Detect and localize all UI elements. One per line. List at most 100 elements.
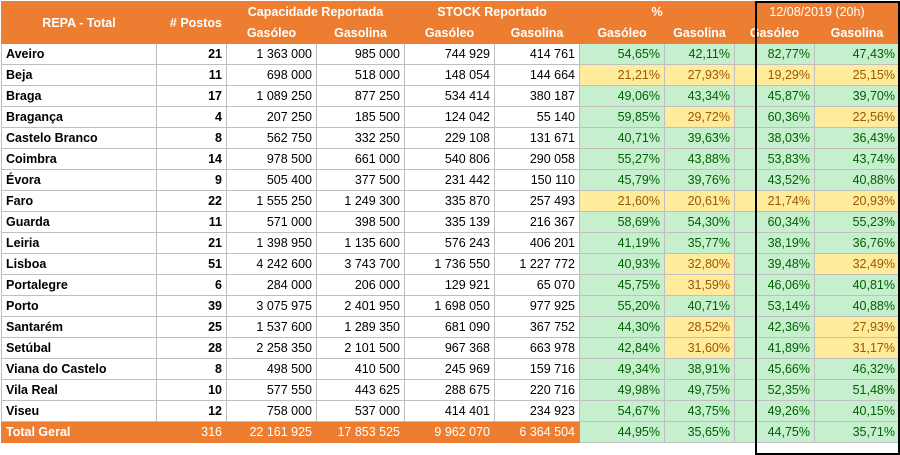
table-row: Porto 39 3 075 975 2 401 950 1 698 050 977 92… <box>1 295 900 317</box>
total-stock-gasoleo-cell: 9 962 070 <box>404 421 495 443</box>
pct-gasolina-cell: 32,80% <box>664 253 735 275</box>
stock-gasoleo-cell: 335 870 <box>404 190 495 212</box>
district-name-cell: Beja <box>1 64 157 86</box>
pct-gasolina-cell: 27,93% <box>664 64 735 86</box>
cap-gasoleo-cell: 207 250 <box>226 106 317 128</box>
stock-gasolina-cell: 144 664 <box>494 64 580 86</box>
pct-gasolina-cell: 54,30% <box>664 211 735 233</box>
stock-gasolina-cell: 414 761 <box>494 43 580 65</box>
stock-gasoleo-cell: 288 675 <box>404 379 495 401</box>
date-pct-gasoleo-cell: 19,29% <box>734 64 815 86</box>
date-pct-gasolina-cell: 40,81% <box>814 274 900 296</box>
pct-gasoleo-cell: 45,79% <box>579 169 665 191</box>
stock-gasolina-cell: 1 227 772 <box>494 253 580 275</box>
cap-gasoleo-cell: 1 363 000 <box>226 43 317 65</box>
stock-gasoleo-cell: 124 042 <box>404 106 495 128</box>
cap-gasoleo-cell: 1 089 250 <box>226 85 317 107</box>
stock-gasolina-cell: 234 923 <box>494 400 580 422</box>
cap-gasolina-cell: 1 135 600 <box>316 232 405 254</box>
district-name-cell: Braga <box>1 85 157 107</box>
pct-gasoleo-cell: 41,19% <box>579 232 665 254</box>
date-pct-gasoleo-cell: 46,06% <box>734 274 815 296</box>
pct-gasoleo-cell: 49,34% <box>579 358 665 380</box>
pct-gasolina-cell: 49,75% <box>664 379 735 401</box>
cap-gasolina-cell: 537 000 <box>316 400 405 422</box>
table-row: Castelo Branco 8 562 750 332 250 229 108 131 … <box>1 127 900 149</box>
stock-gasolina-cell: 290 058 <box>494 148 580 170</box>
pct-gasoleo-cell: 49,98% <box>579 379 665 401</box>
cap-gasolina-cell: 206 000 <box>316 274 405 296</box>
date-pct-gasolina-cell: 36,43% <box>814 127 900 149</box>
cap-gasoleo-cell: 2 258 350 <box>226 337 317 359</box>
date-pct-gasolina-cell: 51,48% <box>814 379 900 401</box>
stock-gasolina-cell: 55 140 <box>494 106 580 128</box>
cap-gasolina-cell: 1 289 350 <box>316 316 405 338</box>
table-row: Vila Real 10 577 550 443 625 288 675 220 716 4… <box>1 379 900 401</box>
pct-gasoleo-header: Gasóleo <box>579 22 665 44</box>
date-pct-gasolina-cell: 27,93% <box>814 316 900 338</box>
postos-count-cell: 21 <box>156 43 227 65</box>
cap-gasoleo-cell: 758 000 <box>226 400 317 422</box>
stock-gasoleo-cell: 229 108 <box>404 127 495 149</box>
table-row: Guarda 11 571 000 398 500 335 139 216 367 58,6… <box>1 211 900 233</box>
date-pct-gasoleo-cell: 39,48% <box>734 253 815 275</box>
postos-count-cell: 51 <box>156 253 227 275</box>
cap-gasolina-cell: 2 401 950 <box>316 295 405 317</box>
cap-gasolina-cell: 332 250 <box>316 127 405 149</box>
cap-gasoleo-cell: 577 550 <box>226 379 317 401</box>
pct-gasolina-cell: 43,75% <box>664 400 735 422</box>
pct-gasoleo-cell: 42,84% <box>579 337 665 359</box>
cap-gasoleo-cell: 978 500 <box>226 148 317 170</box>
table-title: REPA - Total <box>1 1 157 44</box>
cap-gasoleo-cell: 1 555 250 <box>226 190 317 212</box>
pct-gasoleo-cell: 55,27% <box>579 148 665 170</box>
cap-gasoleo-cell: 4 242 600 <box>226 253 317 275</box>
cap-gasoleo-cell: 562 750 <box>226 127 317 149</box>
table-row: Beja 11 698 000 518 000 148 054 144 664 21,21%… <box>1 64 900 86</box>
date-pct-gasoleo-cell: 82,77% <box>734 43 815 65</box>
pct-gasolina-cell: 28,52% <box>664 316 735 338</box>
postos-count-cell: 9 <box>156 169 227 191</box>
stock-gasolina-cell: 380 187 <box>494 85 580 107</box>
cap-gasolina-cell: 377 500 <box>316 169 405 191</box>
pct-gasolina-header: Gasolina <box>664 22 735 44</box>
date-pct-gasolina-cell: 43,74% <box>814 148 900 170</box>
stock-gasolina-cell: 220 716 <box>494 379 580 401</box>
stock-gasolina-cell: 131 671 <box>494 127 580 149</box>
date-pct-gasolina-cell: 22,56% <box>814 106 900 128</box>
cap-gasoleo-cell: 571 000 <box>226 211 317 233</box>
stock-gasoleo-cell: 967 368 <box>404 337 495 359</box>
pct-gasolina-cell: 35,77% <box>664 232 735 254</box>
total-date-pct-gasoleo-cell: 44,75% <box>734 421 815 443</box>
postos-count-cell: 12 <box>156 400 227 422</box>
pct-gasoleo-cell: 54,65% <box>579 43 665 65</box>
capacidade-header: Capacidade Reportada <box>226 1 405 23</box>
date-pct-gasoleo-cell: 53,14% <box>734 295 815 317</box>
postos-count-cell: 11 <box>156 211 227 233</box>
pct-gasoleo-cell: 58,69% <box>579 211 665 233</box>
stock-gasoleo-cell: 540 806 <box>404 148 495 170</box>
pct-gasolina-cell: 31,59% <box>664 274 735 296</box>
table-row: Portalegre 6 284 000 206 000 129 921 65 070 45… <box>1 274 900 296</box>
table-row: Évora 9 505 400 377 500 231 442 150 110 45,79%… <box>1 169 900 191</box>
stock-gasoleo-cell: 231 442 <box>404 169 495 191</box>
stock-gasoleo-cell: 744 929 <box>404 43 495 65</box>
postos-count-cell: 10 <box>156 379 227 401</box>
district-name-cell: Évora <box>1 169 157 191</box>
table-row: Viseu 12 758 000 537 000 414 401 234 923 54,67… <box>1 400 900 422</box>
date-pct-gasolina-cell: 25,15% <box>814 64 900 86</box>
stock-header: STOCK Reportado <box>404 1 580 23</box>
date-pct-gasoleo-cell: 41,89% <box>734 337 815 359</box>
district-name-cell: Leiria <box>1 232 157 254</box>
pct-gasoleo-cell: 40,93% <box>579 253 665 275</box>
pct-gasolina-cell: 31,60% <box>664 337 735 359</box>
cap-gasolina-cell: 877 250 <box>316 85 405 107</box>
cap-gasoleo-cell: 505 400 <box>226 169 317 191</box>
pct-gasolina-cell: 43,88% <box>664 148 735 170</box>
stock-gasoleo-cell: 1 698 050 <box>404 295 495 317</box>
total-row: Total Geral 316 22 161 925 17 853 525 9 962 … <box>1 421 900 443</box>
date-pct-gasolina-cell: 40,88% <box>814 169 900 191</box>
district-name-cell: Viana do Castelo <box>1 358 157 380</box>
table-row: Aveiro 21 1 363 000 985 000 744 929 414 761 54… <box>1 43 900 65</box>
total-stock-gasolina-cell: 6 364 504 <box>494 421 580 443</box>
